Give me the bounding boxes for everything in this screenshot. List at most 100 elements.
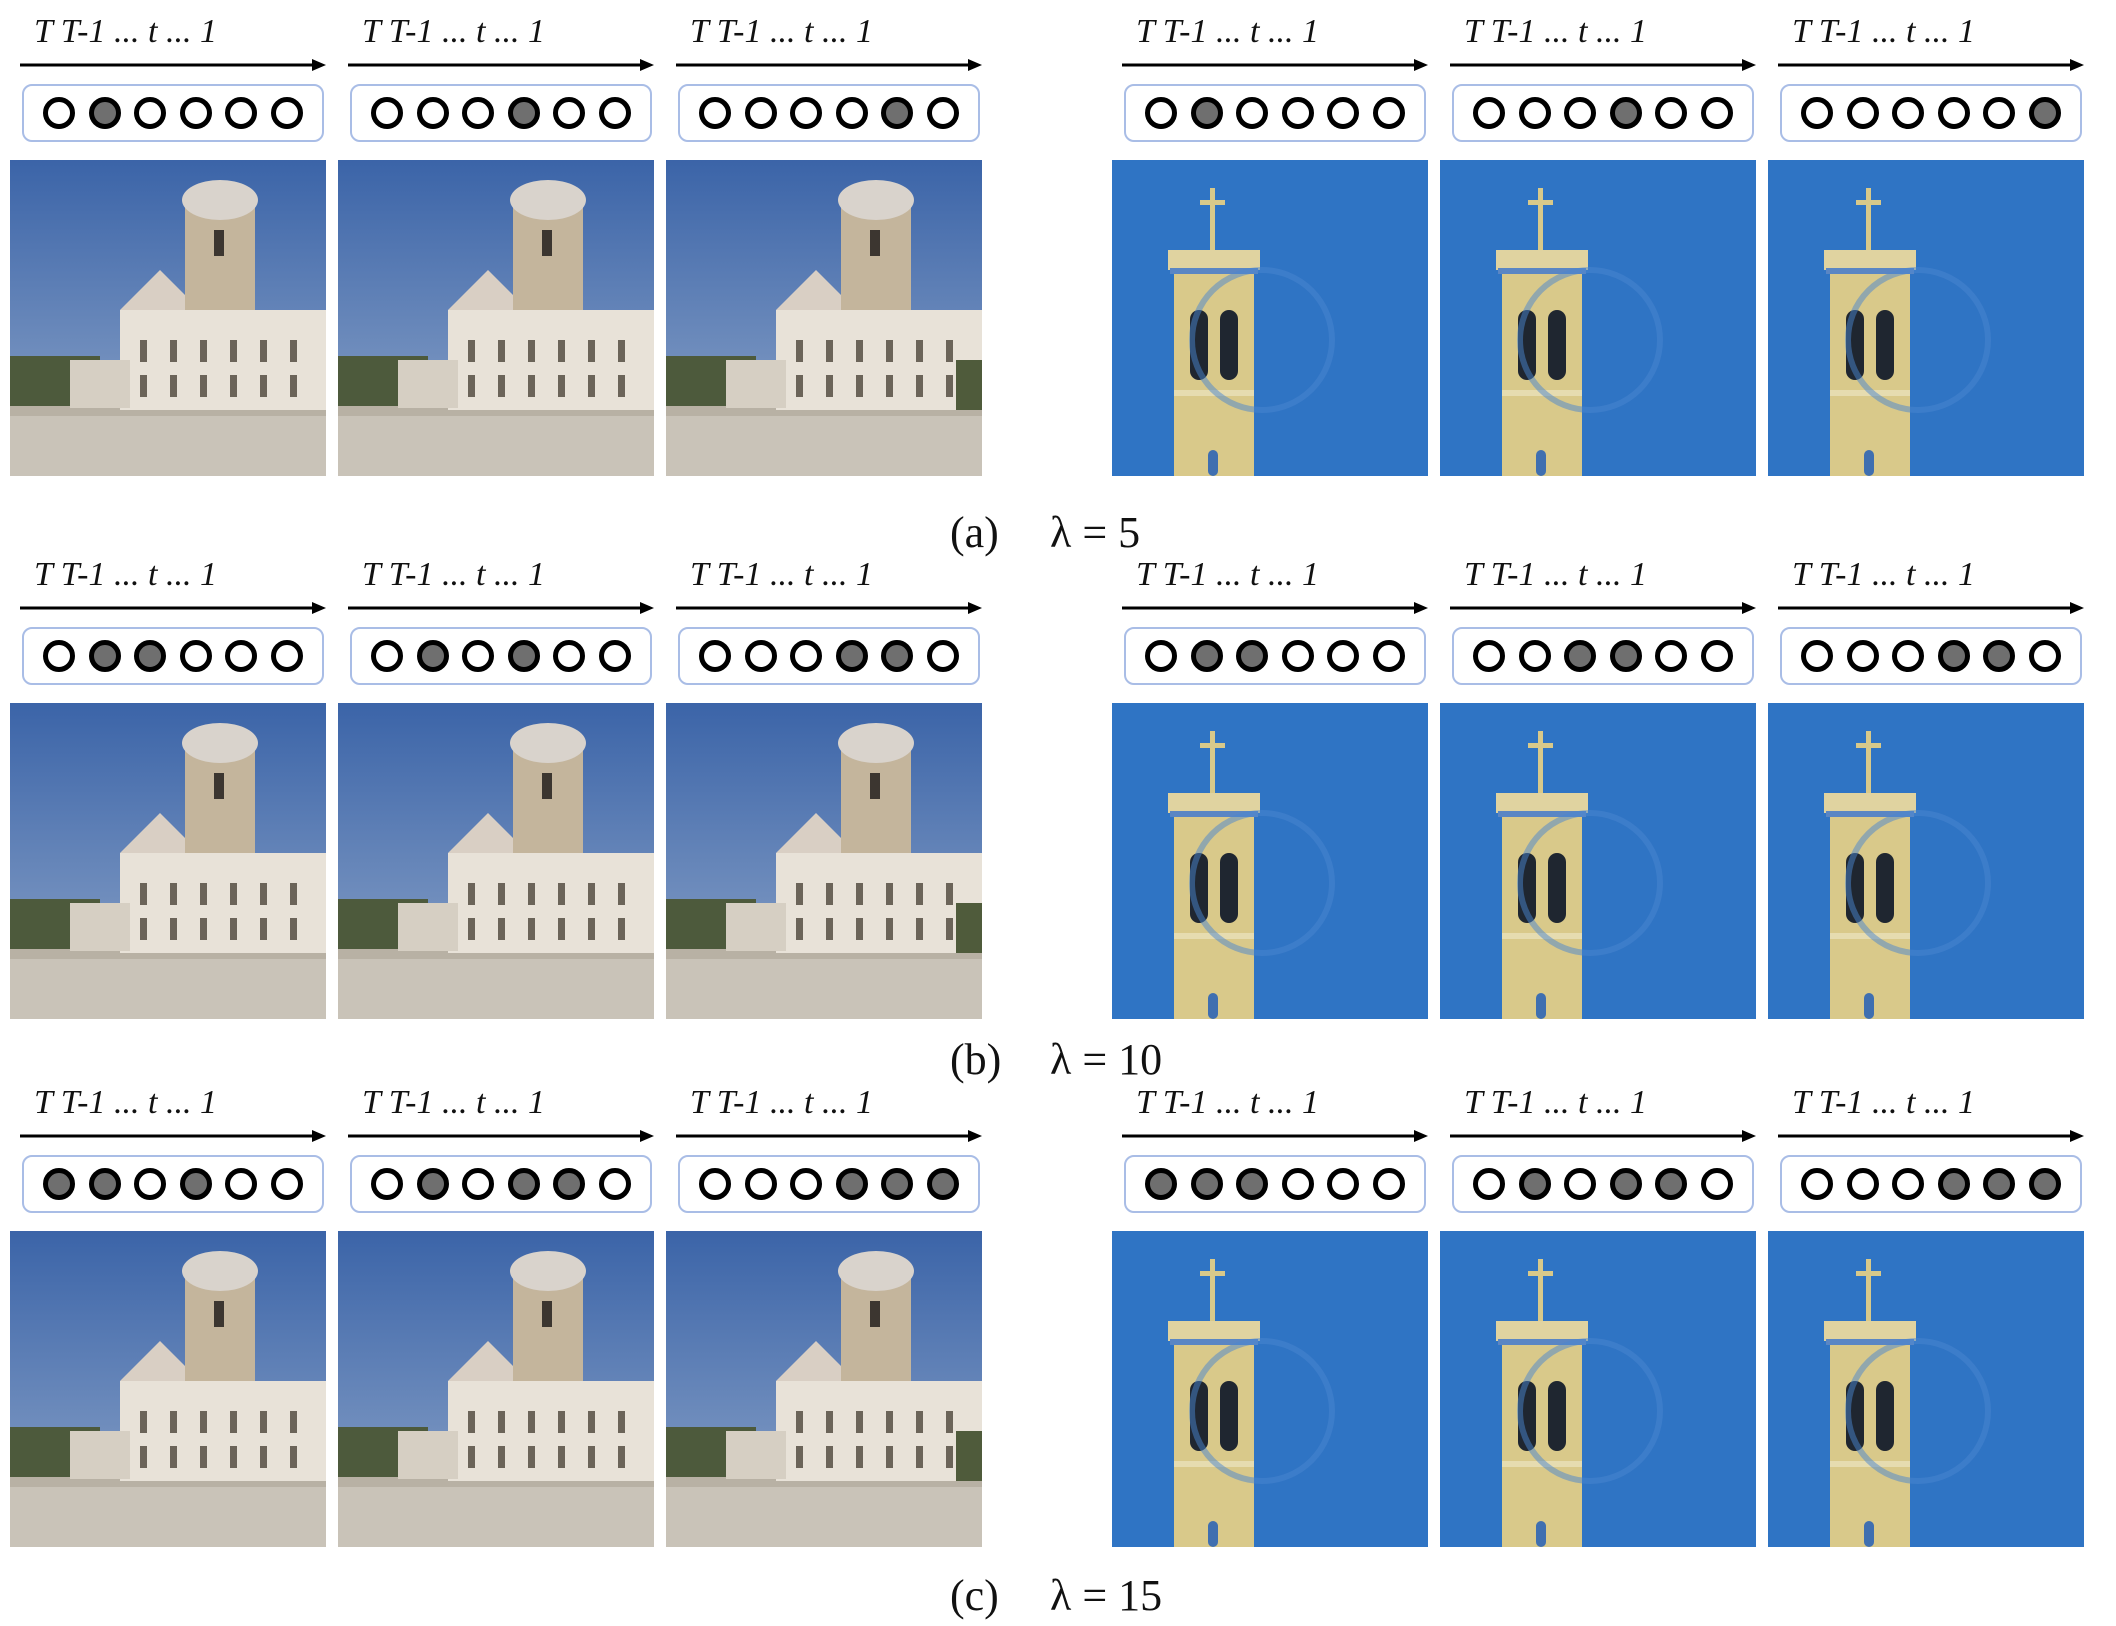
figure-cell: T T-1 ... t ... 1 — [10, 12, 326, 482]
mask-dot-selected — [835, 640, 868, 672]
mask-dot-unselected — [1236, 97, 1269, 129]
timestep-axis-label: T T-1 ... t ... 1 — [1136, 13, 1319, 50]
mask-dot-unselected — [553, 640, 586, 672]
generated-image — [10, 160, 326, 476]
mask-dot-unselected — [1281, 1168, 1314, 1200]
mask-dot-unselected — [598, 97, 631, 129]
mask-dot-unselected — [790, 640, 823, 672]
timestep-mask — [350, 84, 652, 142]
mask-dot-selected — [507, 1168, 540, 1200]
caption-lambda: λ = 5 — [1050, 508, 1141, 557]
mask-dot-unselected — [1700, 97, 1733, 129]
mask-dot-unselected — [1892, 97, 1925, 129]
figure-cell: T T-1 ... t ... 1 — [666, 555, 982, 1025]
mask-dot-unselected — [699, 640, 732, 672]
generated-image — [10, 1231, 326, 1547]
mask-dot-unselected — [462, 640, 495, 672]
mask-dot-selected — [1609, 1168, 1642, 1200]
timestep-arrow-icon — [1450, 601, 1756, 615]
mask-dot-unselected — [43, 640, 76, 672]
mask-dot-selected — [2028, 1168, 2061, 1200]
mask-dot-unselected — [1145, 97, 1178, 129]
timestep-axis-label: T T-1 ... t ... 1 — [690, 556, 873, 593]
mask-dot-unselected — [2028, 640, 2061, 672]
mask-dot-unselected — [1564, 97, 1597, 129]
mask-dot-selected — [1518, 1168, 1551, 1200]
mask-dot-unselected — [1937, 97, 1970, 129]
timestep-axis-label: T T-1 ... t ... 1 — [34, 13, 217, 50]
timestep-arrow-icon — [348, 1129, 654, 1143]
mask-dot-selected — [507, 640, 540, 672]
timestep-axis: T T-1 ... t ... 1 — [20, 555, 326, 614]
timestep-axis-label: T T-1 ... t ... 1 — [362, 1084, 545, 1121]
mask-dot-unselected — [462, 97, 495, 129]
timestep-axis: T T-1 ... t ... 1 — [20, 12, 326, 71]
timestep-mask — [22, 627, 324, 685]
timestep-axis-label: T T-1 ... t ... 1 — [34, 556, 217, 593]
mask-dot-unselected — [1801, 1168, 1834, 1200]
timestep-axis-label: T T-1 ... t ... 1 — [1792, 1084, 1975, 1121]
figure-cell: T T-1 ... t ... 1 — [666, 12, 982, 482]
timestep-arrow-icon — [1450, 1129, 1756, 1143]
timestep-arrow-icon — [348, 58, 654, 72]
church-photo — [10, 1231, 326, 1547]
mask-dot-selected — [1937, 640, 1970, 672]
mask-dot-unselected — [225, 1168, 258, 1200]
mask-dot-unselected — [1983, 97, 2016, 129]
generated-image — [666, 160, 982, 476]
timestep-mask — [678, 627, 980, 685]
timestep-arrow-icon — [20, 601, 326, 615]
timestep-axis: T T-1 ... t ... 1 — [1122, 12, 1428, 71]
generated-image — [1440, 1231, 1756, 1547]
bell-tower-photo — [1112, 160, 1428, 476]
mask-dot-unselected — [1372, 97, 1405, 129]
timestep-axis-label: T T-1 ... t ... 1 — [1464, 556, 1647, 593]
mask-dot-unselected — [179, 640, 212, 672]
mask-dot-unselected — [1655, 640, 1688, 672]
timestep-arrow-icon — [1122, 58, 1428, 72]
generated-image — [1768, 1231, 2084, 1547]
mask-dot-selected — [134, 640, 167, 672]
subfigure-caption: (c) λ = 15 — [0, 1566, 2116, 1626]
mask-dot-selected — [2028, 97, 2061, 129]
mask-dot-unselected — [1281, 640, 1314, 672]
mask-dot-selected — [1190, 97, 1223, 129]
mask-dot-unselected — [1846, 640, 1879, 672]
figure-cell: T T-1 ... t ... 1 — [1440, 1083, 1756, 1553]
figure-cell: T T-1 ... t ... 1 — [1440, 555, 1756, 1025]
church-photo — [10, 160, 326, 476]
timestep-mask — [350, 627, 652, 685]
timestep-mask — [1124, 627, 1426, 685]
timestep-arrow-icon — [20, 58, 326, 72]
figure-cell: T T-1 ... t ... 1 — [10, 1083, 326, 1553]
mask-dot-selected — [926, 1168, 959, 1200]
mask-dot-unselected — [1801, 640, 1834, 672]
timestep-axis-label: T T-1 ... t ... 1 — [1464, 1084, 1647, 1121]
figure-cell: T T-1 ... t ... 1 — [338, 1083, 654, 1553]
timestep-axis: T T-1 ... t ... 1 — [1778, 12, 2084, 71]
figure-cell: T T-1 ... t ... 1 — [666, 1083, 982, 1553]
mask-dot-unselected — [835, 97, 868, 129]
timestep-mask — [1124, 1155, 1426, 1213]
timestep-axis: T T-1 ... t ... 1 — [676, 555, 982, 614]
caption-label: (c) — [950, 1571, 999, 1620]
mask-dot-selected — [507, 97, 540, 129]
mask-dot-unselected — [1700, 1168, 1733, 1200]
mask-dot-selected — [88, 97, 121, 129]
bell-tower-photo — [1768, 703, 2084, 1019]
mask-dot-selected — [1190, 640, 1223, 672]
timestep-mask — [1124, 84, 1426, 142]
mask-dot-selected — [1609, 640, 1642, 672]
generated-image — [1112, 703, 1428, 1019]
mask-dot-unselected — [744, 640, 777, 672]
mask-dot-unselected — [1564, 1168, 1597, 1200]
mask-dot-selected — [1983, 640, 2016, 672]
mask-dot-selected — [1983, 1168, 2016, 1200]
mask-dot-selected — [88, 1168, 121, 1200]
mask-dot-unselected — [1327, 97, 1360, 129]
mask-dot-unselected — [179, 97, 212, 129]
mask-dot-selected — [1236, 1168, 1269, 1200]
mask-dot-unselected — [1892, 1168, 1925, 1200]
mask-dot-unselected — [134, 1168, 167, 1200]
mask-dot-selected — [179, 1168, 212, 1200]
